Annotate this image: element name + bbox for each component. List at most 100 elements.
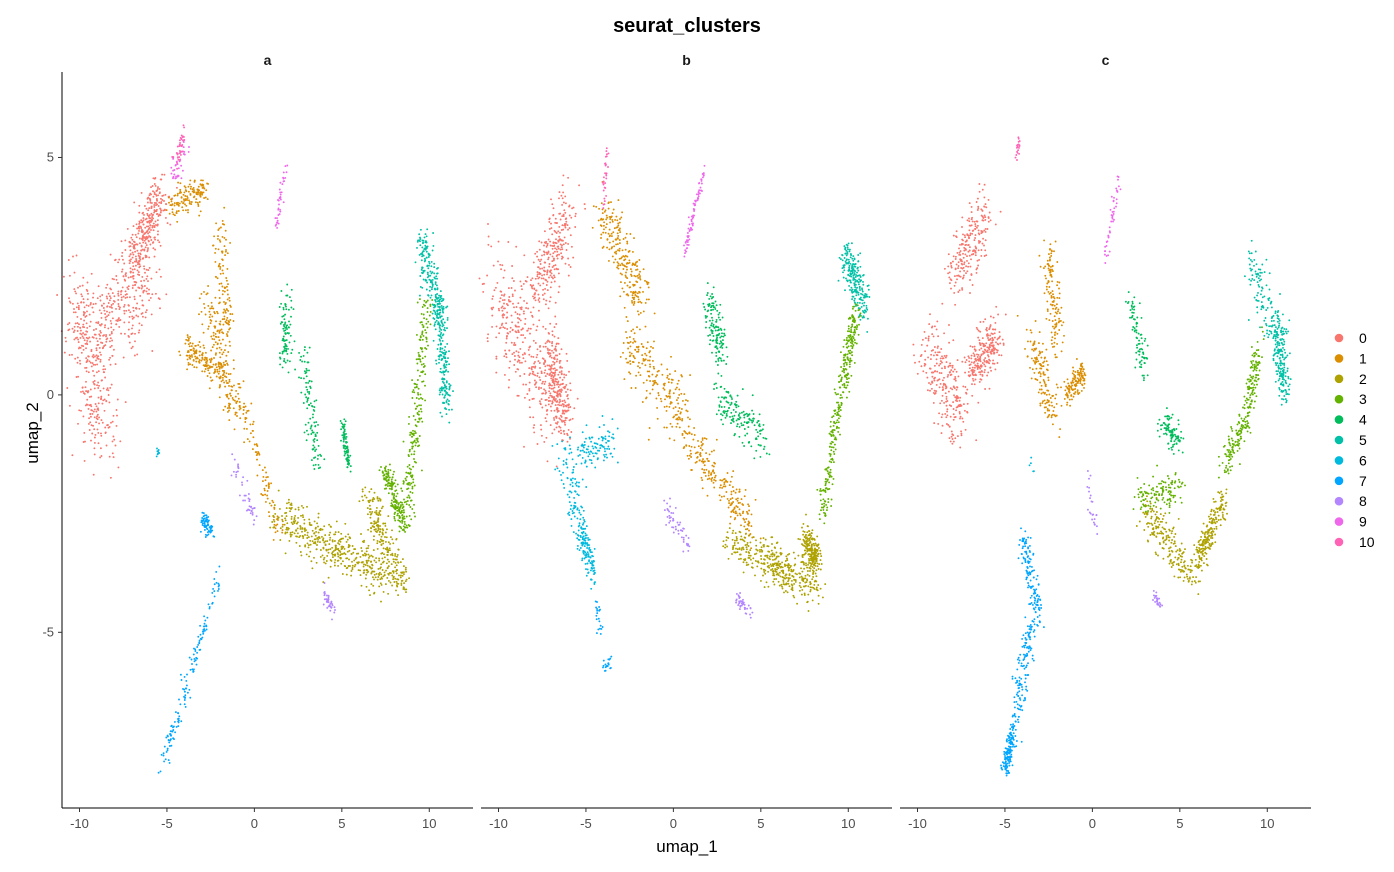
point	[186, 195, 189, 198]
point	[107, 327, 110, 330]
point	[316, 544, 318, 546]
point	[437, 313, 439, 316]
point	[343, 454, 346, 457]
facet-b-points	[478, 147, 871, 672]
point	[109, 319, 112, 322]
point	[554, 371, 557, 374]
point	[395, 570, 397, 573]
point	[234, 395, 237, 398]
point	[393, 494, 396, 497]
point	[555, 426, 558, 429]
point	[599, 224, 602, 227]
point	[349, 470, 352, 473]
point	[428, 262, 431, 265]
point	[540, 387, 543, 389]
point	[503, 298, 506, 301]
point	[419, 228, 422, 231]
point	[166, 749, 169, 752]
point	[217, 365, 220, 368]
point	[156, 212, 159, 215]
point	[617, 249, 619, 252]
point	[561, 197, 564, 200]
point	[335, 520, 338, 523]
point	[309, 539, 312, 542]
point	[217, 229, 220, 231]
point	[75, 376, 78, 378]
point	[373, 535, 375, 538]
point	[425, 340, 428, 343]
point	[441, 310, 444, 312]
point	[523, 254, 526, 257]
point	[517, 354, 520, 357]
point	[551, 330, 554, 333]
point	[179, 673, 182, 676]
point	[171, 208, 174, 211]
point	[83, 306, 86, 309]
point	[153, 193, 156, 195]
point	[145, 207, 148, 210]
point	[630, 290, 632, 293]
point	[555, 369, 558, 371]
point	[651, 388, 654, 391]
point	[294, 514, 297, 517]
point	[287, 347, 289, 350]
point	[371, 576, 374, 579]
point	[219, 366, 221, 369]
point	[443, 383, 446, 386]
point	[205, 357, 208, 359]
point	[95, 359, 97, 362]
point	[511, 265, 514, 267]
point	[438, 389, 441, 392]
point	[232, 320, 235, 322]
point	[373, 559, 376, 562]
point	[561, 203, 564, 206]
point	[228, 378, 231, 381]
point	[371, 510, 374, 513]
point	[383, 556, 386, 559]
point	[206, 198, 209, 201]
point	[203, 302, 205, 305]
facet-a-cluster-7	[157, 511, 221, 774]
point	[377, 527, 380, 530]
point	[279, 527, 282, 530]
point	[352, 551, 355, 554]
point	[379, 528, 382, 531]
point	[68, 354, 71, 356]
point	[360, 533, 362, 535]
point	[212, 343, 215, 346]
point	[557, 337, 560, 340]
point	[688, 445, 691, 447]
point	[529, 332, 531, 335]
point	[203, 306, 206, 309]
point	[65, 340, 67, 343]
point	[133, 247, 136, 250]
point	[165, 203, 168, 206]
point	[238, 494, 241, 497]
point	[203, 528, 206, 531]
point	[301, 530, 303, 533]
point	[308, 521, 311, 524]
point	[434, 311, 437, 314]
point	[185, 684, 188, 687]
point	[178, 158, 181, 161]
point	[405, 500, 408, 503]
point	[327, 576, 330, 579]
point	[103, 309, 106, 312]
point	[310, 524, 313, 527]
point	[557, 272, 560, 275]
point	[135, 223, 138, 226]
point	[676, 422, 679, 425]
point	[361, 495, 364, 498]
point	[372, 549, 375, 552]
point	[225, 308, 228, 311]
point	[109, 356, 112, 359]
point	[160, 209, 163, 212]
point	[148, 288, 150, 291]
point	[617, 224, 620, 227]
point	[111, 452, 114, 455]
point	[138, 322, 141, 325]
point	[572, 206, 575, 209]
point	[549, 354, 552, 357]
point	[138, 287, 141, 289]
point	[437, 343, 440, 346]
